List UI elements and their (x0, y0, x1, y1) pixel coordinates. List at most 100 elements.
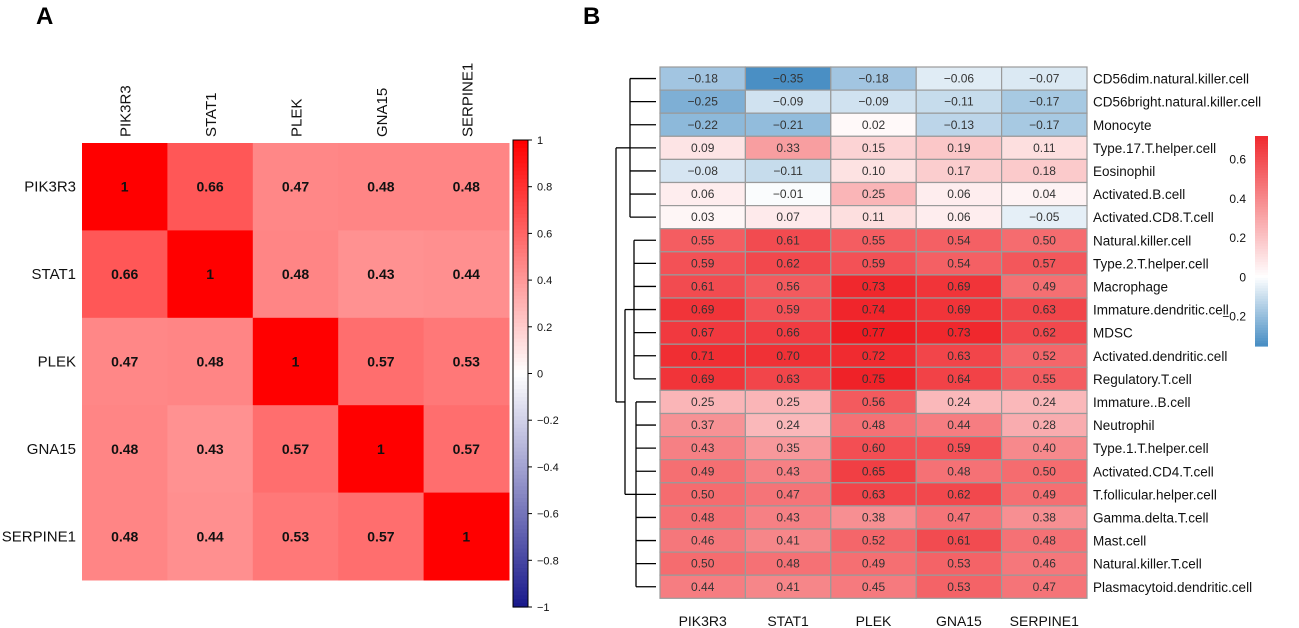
heatmap-b-value: 0.48 (862, 418, 886, 432)
colorbar-a-segment (513, 514, 528, 518)
heatmap-b-value: 0.38 (1033, 510, 1057, 524)
heatmap-b-value: 0.59 (947, 441, 971, 455)
colorbar-a-segment (513, 323, 528, 327)
heatmap-b-value: 0.41 (776, 534, 800, 548)
heatmap-b-value: −0.05 (1029, 210, 1060, 224)
heatmap-b-value: 0.62 (947, 487, 971, 501)
heatmap-b-value: 0.71 (691, 349, 715, 363)
colorbar-a-segment (513, 541, 528, 545)
heatmap-a-col-label: PLEK (289, 99, 306, 137)
colorbar-a-segment (513, 397, 528, 401)
heatmap-b-value: −0.17 (1029, 118, 1060, 132)
colorbar-a-segment (513, 245, 528, 249)
heatmap-a-col-label: PIK3R3 (118, 85, 135, 137)
colorbar-a-segment (513, 595, 528, 599)
heatmap-b-value: 0.63 (862, 487, 886, 501)
heatmap-a-value: 0.53 (453, 354, 480, 370)
heatmap-b-value: 0.33 (776, 141, 800, 155)
colorbar-a-segment (513, 553, 528, 557)
colorbar-b-tick-label: −0.2 (1222, 310, 1246, 324)
heatmap-b-value: 0.72 (862, 349, 886, 363)
heatmap-a-value: 0.48 (367, 179, 394, 195)
colorbar-a-segment (513, 156, 528, 160)
heatmap-b-value: 0.67 (691, 326, 715, 340)
row-dendrogram-b (616, 79, 656, 587)
colorbar-a-segment (513, 366, 528, 370)
heatmap-a-value: 0.47 (111, 354, 138, 370)
heatmap-b-value: −0.06 (944, 72, 975, 86)
colorbar-a-segment (513, 144, 528, 148)
heatmap-a-row-label: PLEK (38, 354, 76, 371)
heatmap-b-value: 0.56 (776, 279, 800, 293)
colorbar-a-segment (513, 529, 528, 533)
colorbar-a-segment (513, 510, 528, 514)
heatmap-b-row-label: CD56bright.natural.killer.cell (1093, 95, 1261, 110)
heatmap-b-value: −0.01 (773, 187, 804, 201)
heatmap-b-row-label: Activated.CD8.T.cell (1093, 210, 1214, 225)
heatmap-b-value: −0.35 (773, 72, 804, 86)
heatmap-b-row-label: Activated.CD4.T.cell (1093, 464, 1214, 479)
colorbar-a-segment (513, 241, 528, 245)
colorbar-a-segment (513, 198, 528, 202)
heatmap-b-value: 0.11 (862, 210, 885, 224)
heatmap-b-value: 0.24 (947, 395, 971, 409)
heatmap-a-value: 0.48 (111, 441, 138, 457)
colorbar-a-segment (513, 171, 528, 175)
heatmap-b-value: 0.37 (691, 418, 715, 432)
colorbar-a-segment (513, 327, 528, 331)
colorbar-a-segment (513, 362, 528, 366)
colorbar-a-segment (513, 296, 528, 300)
colorbar-a-segment (513, 202, 528, 206)
heatmap-b-row-label: CD56dim.natural.killer.cell (1093, 72, 1249, 87)
heatmap-b-value: 0.63 (1033, 303, 1057, 317)
colorbar-a-segment (513, 194, 528, 198)
heatmap-b-value: 0.53 (947, 557, 971, 571)
heatmap-a-value: 1 (292, 354, 300, 370)
colorbar-a-segment (513, 163, 528, 167)
heatmap-b-value: 0.44 (947, 418, 971, 432)
heatmap-b-value: 0.49 (691, 464, 715, 478)
heatmap-a-value: 0.48 (196, 354, 223, 370)
heatmap-a-value: 0.66 (111, 266, 138, 282)
colorbar-a-segment (513, 447, 528, 451)
heatmap-b-value: 0.44 (691, 580, 715, 594)
heatmap-b-value: 0.69 (691, 372, 715, 386)
colorbar-a-segment (513, 482, 528, 486)
colorbar-a-segment (513, 315, 528, 319)
heatmap-b-col-label: PLEK (856, 613, 892, 628)
heatmap-b-value: 0.57 (1033, 256, 1057, 270)
colorbar-b-tick-label: 0.2 (1229, 231, 1246, 245)
colorbar-a-segment (513, 175, 528, 179)
heatmap-b-row-label: Type.2.T.helper.cell (1093, 256, 1209, 271)
colorbar-a-segment (513, 218, 528, 222)
colorbar-a-segment (513, 576, 528, 580)
heatmap-b-row-label: Immature.dendritic.cell (1093, 303, 1229, 318)
heatmap-b-value: 0.09 (691, 141, 715, 155)
colorbar-a-segment (513, 479, 528, 483)
colorbar-a-tick-label: 1 (537, 135, 543, 147)
heatmap-a-value: 0.48 (453, 179, 480, 195)
heatmap-b-value: 0.55 (691, 233, 715, 247)
heatmap-a-value: 0.57 (367, 354, 394, 370)
heatmap-a-col-label: GNA15 (374, 88, 391, 137)
colorbar-a-segment (513, 338, 528, 342)
heatmap-a-value: 0.57 (282, 441, 309, 457)
colorbar-a-segment (513, 311, 528, 315)
colorbar-a-segment (513, 424, 528, 428)
heatmap-b-row-label: MDSC (1093, 326, 1133, 341)
colorbar-a-segment (513, 377, 528, 381)
panel-b-label: B (583, 3, 600, 30)
heatmap-b-value: −0.25 (688, 95, 719, 109)
colorbar-a-segment (513, 580, 528, 584)
heatmap-b-row-label: Activated.dendritic.cell (1093, 349, 1227, 364)
colorbar-a-tick-label: 0 (537, 369, 543, 381)
colorbar-a-segment (513, 230, 528, 234)
colorbar-a-segment (513, 140, 528, 144)
heatmap-b-row-label: Immature..B.cell (1093, 395, 1191, 410)
heatmap-b-value: 0.04 (1033, 187, 1057, 201)
heatmap-b-value: 0.24 (1033, 395, 1057, 409)
heatmap-b-value: 0.06 (947, 210, 971, 224)
colorbar-a-segment (513, 307, 528, 311)
colorbar-a-segment (513, 428, 528, 432)
heatmap-b-row-label: Macrophage (1093, 279, 1168, 294)
